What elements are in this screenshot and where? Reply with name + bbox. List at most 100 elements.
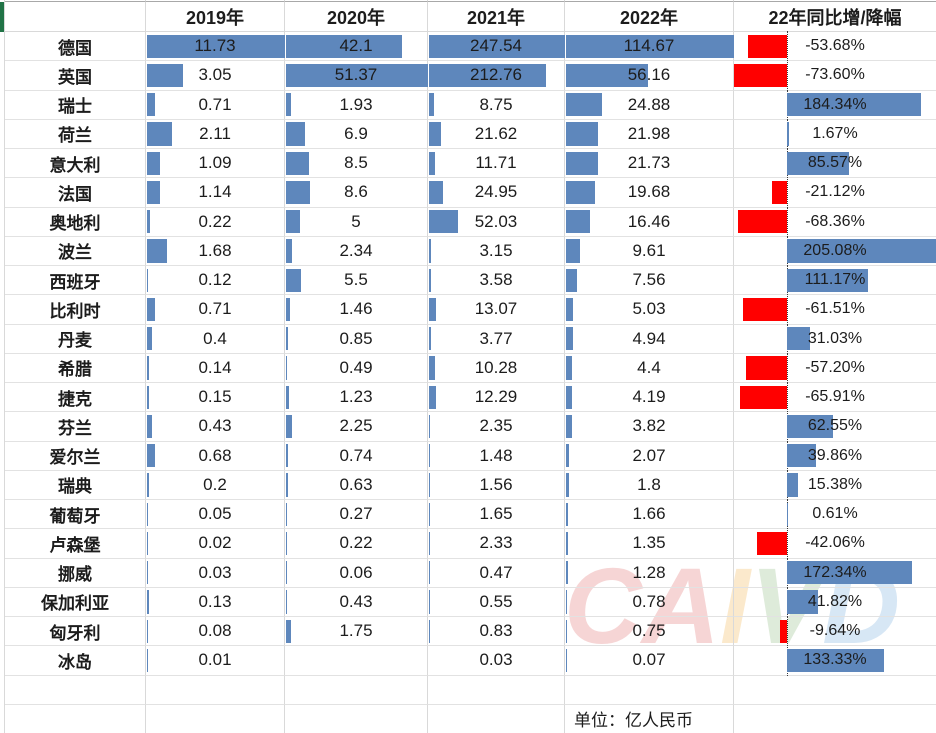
cell-2021[interactable]: 2.35 [428, 412, 565, 442]
cell-2022[interactable]: 7.56 [565, 266, 734, 296]
cell-country[interactable]: 冰岛 [5, 646, 146, 676]
cell-2019[interactable]: 0.12 [146, 266, 285, 296]
cell-2020[interactable]: 1.23 [285, 383, 428, 413]
cell-2022[interactable]: 0.75 [565, 617, 734, 647]
cell-2020[interactable]: 6.9 [285, 119, 428, 149]
cell-empty[interactable] [285, 704, 428, 733]
cell-2019[interactable]: 0.68 [146, 441, 285, 471]
cell-2021[interactable]: 0.55 [428, 587, 565, 617]
cell-country[interactable]: 法国 [5, 178, 146, 208]
cell-2021[interactable]: 21.62 [428, 119, 565, 149]
cell-2021[interactable]: 12.29 [428, 383, 565, 413]
cell-2022[interactable]: 114.67 [565, 32, 734, 62]
cell-country[interactable]: 西班牙 [5, 266, 146, 296]
cell-pct-change[interactable]: 1.67% [734, 118, 936, 149]
cell-2020[interactable]: 2.25 [285, 412, 428, 442]
cell-country[interactable]: 荷兰 [5, 119, 146, 149]
cell-empty[interactable] [5, 675, 146, 705]
cell-2019[interactable]: 0.15 [146, 383, 285, 413]
cell-2019[interactable]: 0.14 [146, 353, 285, 383]
cell-2022[interactable]: 5.03 [565, 295, 734, 325]
cell-2022[interactable]: 1.28 [565, 558, 734, 588]
cell-pct-change[interactable]: 39.86% [734, 440, 936, 471]
cell-2019[interactable]: 0.03 [146, 558, 285, 588]
cell-pct-change[interactable]: 111.17% [734, 265, 936, 296]
cell-empty[interactable] [146, 675, 285, 705]
cell-pct-change[interactable]: -53.68% [734, 31, 936, 62]
cell-country[interactable]: 匈牙利 [5, 617, 146, 647]
cell-2020[interactable]: 5 [285, 207, 428, 237]
cell-2019[interactable]: 3.05 [146, 61, 285, 91]
cell-2019[interactable]: 0.01 [146, 646, 285, 676]
cell-pct-change[interactable]: 205.08% [734, 235, 936, 266]
cell-country[interactable]: 爱尔兰 [5, 441, 146, 471]
cell-pct-change[interactable]: 85.57% [734, 148, 936, 179]
header-cell-yoy-change[interactable]: 22年同比增/降幅 [734, 2, 936, 32]
cell-pct-change[interactable]: 41.82% [734, 586, 936, 617]
cell-2022[interactable]: 4.4 [565, 353, 734, 383]
cell-pct-change[interactable]: -61.51% [734, 294, 936, 325]
cell-country[interactable]: 丹麦 [5, 324, 146, 354]
header-cell-2022[interactable]: 2022年 [565, 2, 734, 32]
cell-2019[interactable]: 1.09 [146, 149, 285, 179]
cell-2021[interactable]: 212.76 [428, 61, 565, 91]
cell-pct-change[interactable]: -57.20% [734, 352, 936, 383]
cell-pct-change[interactable]: 0.61% [734, 499, 936, 530]
cell-2021[interactable]: 1.48 [428, 441, 565, 471]
cell-2022[interactable]: 1.35 [565, 529, 734, 559]
cell-2022[interactable]: 19.68 [565, 178, 734, 208]
cell-2019[interactable]: 0.43 [146, 412, 285, 442]
cell-2020[interactable]: 51.37 [285, 61, 428, 91]
cell-2019[interactable]: 0.13 [146, 587, 285, 617]
cell-empty[interactable] [285, 675, 428, 705]
cell-2022[interactable]: 1.66 [565, 500, 734, 530]
cell-2021[interactable]: 13.07 [428, 295, 565, 325]
cell-2022[interactable]: 0.78 [565, 587, 734, 617]
cell-2020[interactable]: 1.93 [285, 90, 428, 120]
cell-2022[interactable]: 2.07 [565, 441, 734, 471]
cell-2019[interactable]: 0.71 [146, 295, 285, 325]
cell-country[interactable]: 德国 [5, 32, 146, 62]
cell-2021[interactable]: 2.33 [428, 529, 565, 559]
cell-2021[interactable]: 3.15 [428, 236, 565, 266]
cell-2020[interactable]: 0.85 [285, 324, 428, 354]
cell-2021[interactable]: 10.28 [428, 353, 565, 383]
cell-2022[interactable]: 1.8 [565, 470, 734, 500]
cell-2020[interactable]: 5.5 [285, 266, 428, 296]
cell-2020[interactable]: 0.63 [285, 470, 428, 500]
cell-2020[interactable]: 2.34 [285, 236, 428, 266]
cell-2021[interactable]: 0.47 [428, 558, 565, 588]
cell-country[interactable]: 英国 [5, 61, 146, 91]
cell-2020[interactable]: 42.1 [285, 32, 428, 62]
cell-2022[interactable]: 4.94 [565, 324, 734, 354]
cell-country[interactable]: 瑞典 [5, 470, 146, 500]
cell-2019[interactable]: 2.11 [146, 119, 285, 149]
cell-pct-change[interactable]: -68.36% [734, 206, 936, 237]
cell-empty[interactable] [734, 676, 936, 705]
cell-2019[interactable]: 1.14 [146, 178, 285, 208]
cell-2021[interactable]: 0.83 [428, 617, 565, 647]
cell-country[interactable]: 奥地利 [5, 207, 146, 237]
cell-2022[interactable]: 56.16 [565, 61, 734, 91]
cell-pct-change[interactable]: 15.38% [734, 469, 936, 500]
cell-2019[interactable]: 11.73 [146, 32, 285, 62]
cell-2022[interactable]: 16.46 [565, 207, 734, 237]
cell-empty[interactable] [428, 675, 565, 705]
cell-2020[interactable]: 0.27 [285, 500, 428, 530]
cell-country[interactable]: 波兰 [5, 236, 146, 266]
cell-2019[interactable]: 0.05 [146, 500, 285, 530]
cell-2020[interactable] [285, 646, 428, 676]
cell-2021[interactable]: 11.71 [428, 149, 565, 179]
cell-pct-change[interactable]: -42.06% [734, 528, 936, 559]
cell-pct-change[interactable]: 62.55% [734, 411, 936, 442]
header-cell-2020[interactable]: 2020年 [285, 2, 428, 32]
cell-2019[interactable]: 0.02 [146, 529, 285, 559]
cell-empty[interactable] [5, 704, 146, 733]
cell-2020[interactable]: 8.6 [285, 178, 428, 208]
cell-2019[interactable]: 0.4 [146, 324, 285, 354]
header-cell-2019[interactable]: 2019年 [146, 2, 285, 32]
cell-2021[interactable]: 3.58 [428, 266, 565, 296]
cell-2022[interactable]: 24.88 [565, 90, 734, 120]
cell-2020[interactable]: 0.06 [285, 558, 428, 588]
cell-2019[interactable]: 0.22 [146, 207, 285, 237]
